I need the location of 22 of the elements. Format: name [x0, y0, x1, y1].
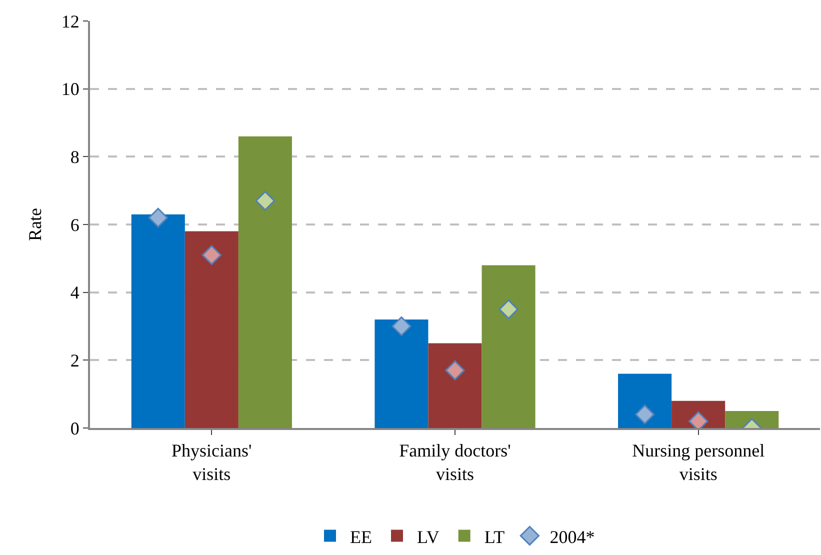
y-tick-label: 0: [70, 418, 80, 438]
bar: [428, 343, 482, 428]
bar: [618, 374, 672, 428]
bar: [131, 214, 185, 428]
y-tick-label: 4: [70, 282, 80, 303]
legend-label: LT: [484, 526, 505, 547]
y-tick-label: 8: [70, 146, 80, 167]
bar: [238, 136, 292, 428]
bar: [482, 265, 536, 428]
legend-label: 2004*: [550, 526, 595, 547]
x-tick-label: Family doctors' visits: [399, 440, 511, 484]
y-tick-label: 10: [61, 79, 80, 100]
y-tick-label: 2: [70, 350, 80, 370]
legend-label: LV: [417, 526, 440, 547]
y-tick-label: 6: [70, 214, 80, 235]
y-axis-title: Rate: [25, 208, 46, 241]
x-tick-label: Physicians' visits: [172, 440, 252, 484]
legend-label: EE: [350, 526, 372, 547]
x-tick-label: Nursing personnel visits: [632, 440, 765, 484]
bar: [374, 319, 428, 428]
bar: [184, 231, 238, 428]
y-tick-label: 12: [61, 11, 80, 32]
